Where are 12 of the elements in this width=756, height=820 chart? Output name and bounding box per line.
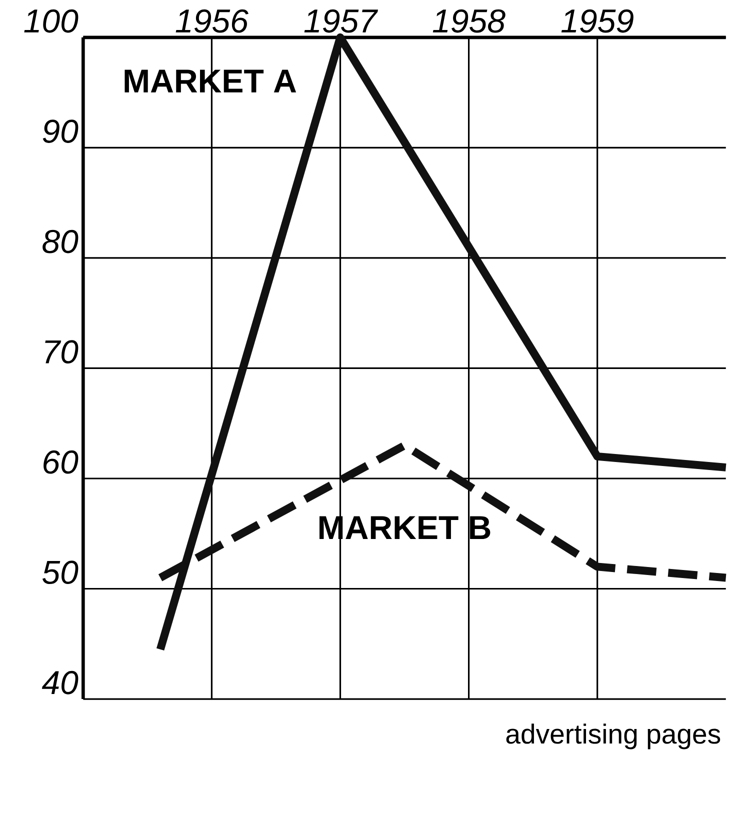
y-tick-label: 40 [42,670,78,694]
x-tick-label: 1959 [561,9,634,33]
x-tick-label: 1957 [304,9,378,33]
y-tick-label: 60 [44,450,78,474]
y-tick-label: 50 [42,560,78,584]
y-tick-label: 90 [42,120,78,143]
x-tick-label: 1958 [432,9,506,33]
y-tick-label: 80 [42,230,78,254]
text: advertising pages [506,724,720,750]
y-tick-label: 70 [45,340,78,364]
y-tick-label: 100 [24,9,78,33]
x-tick-label: 1956 [176,9,248,33]
